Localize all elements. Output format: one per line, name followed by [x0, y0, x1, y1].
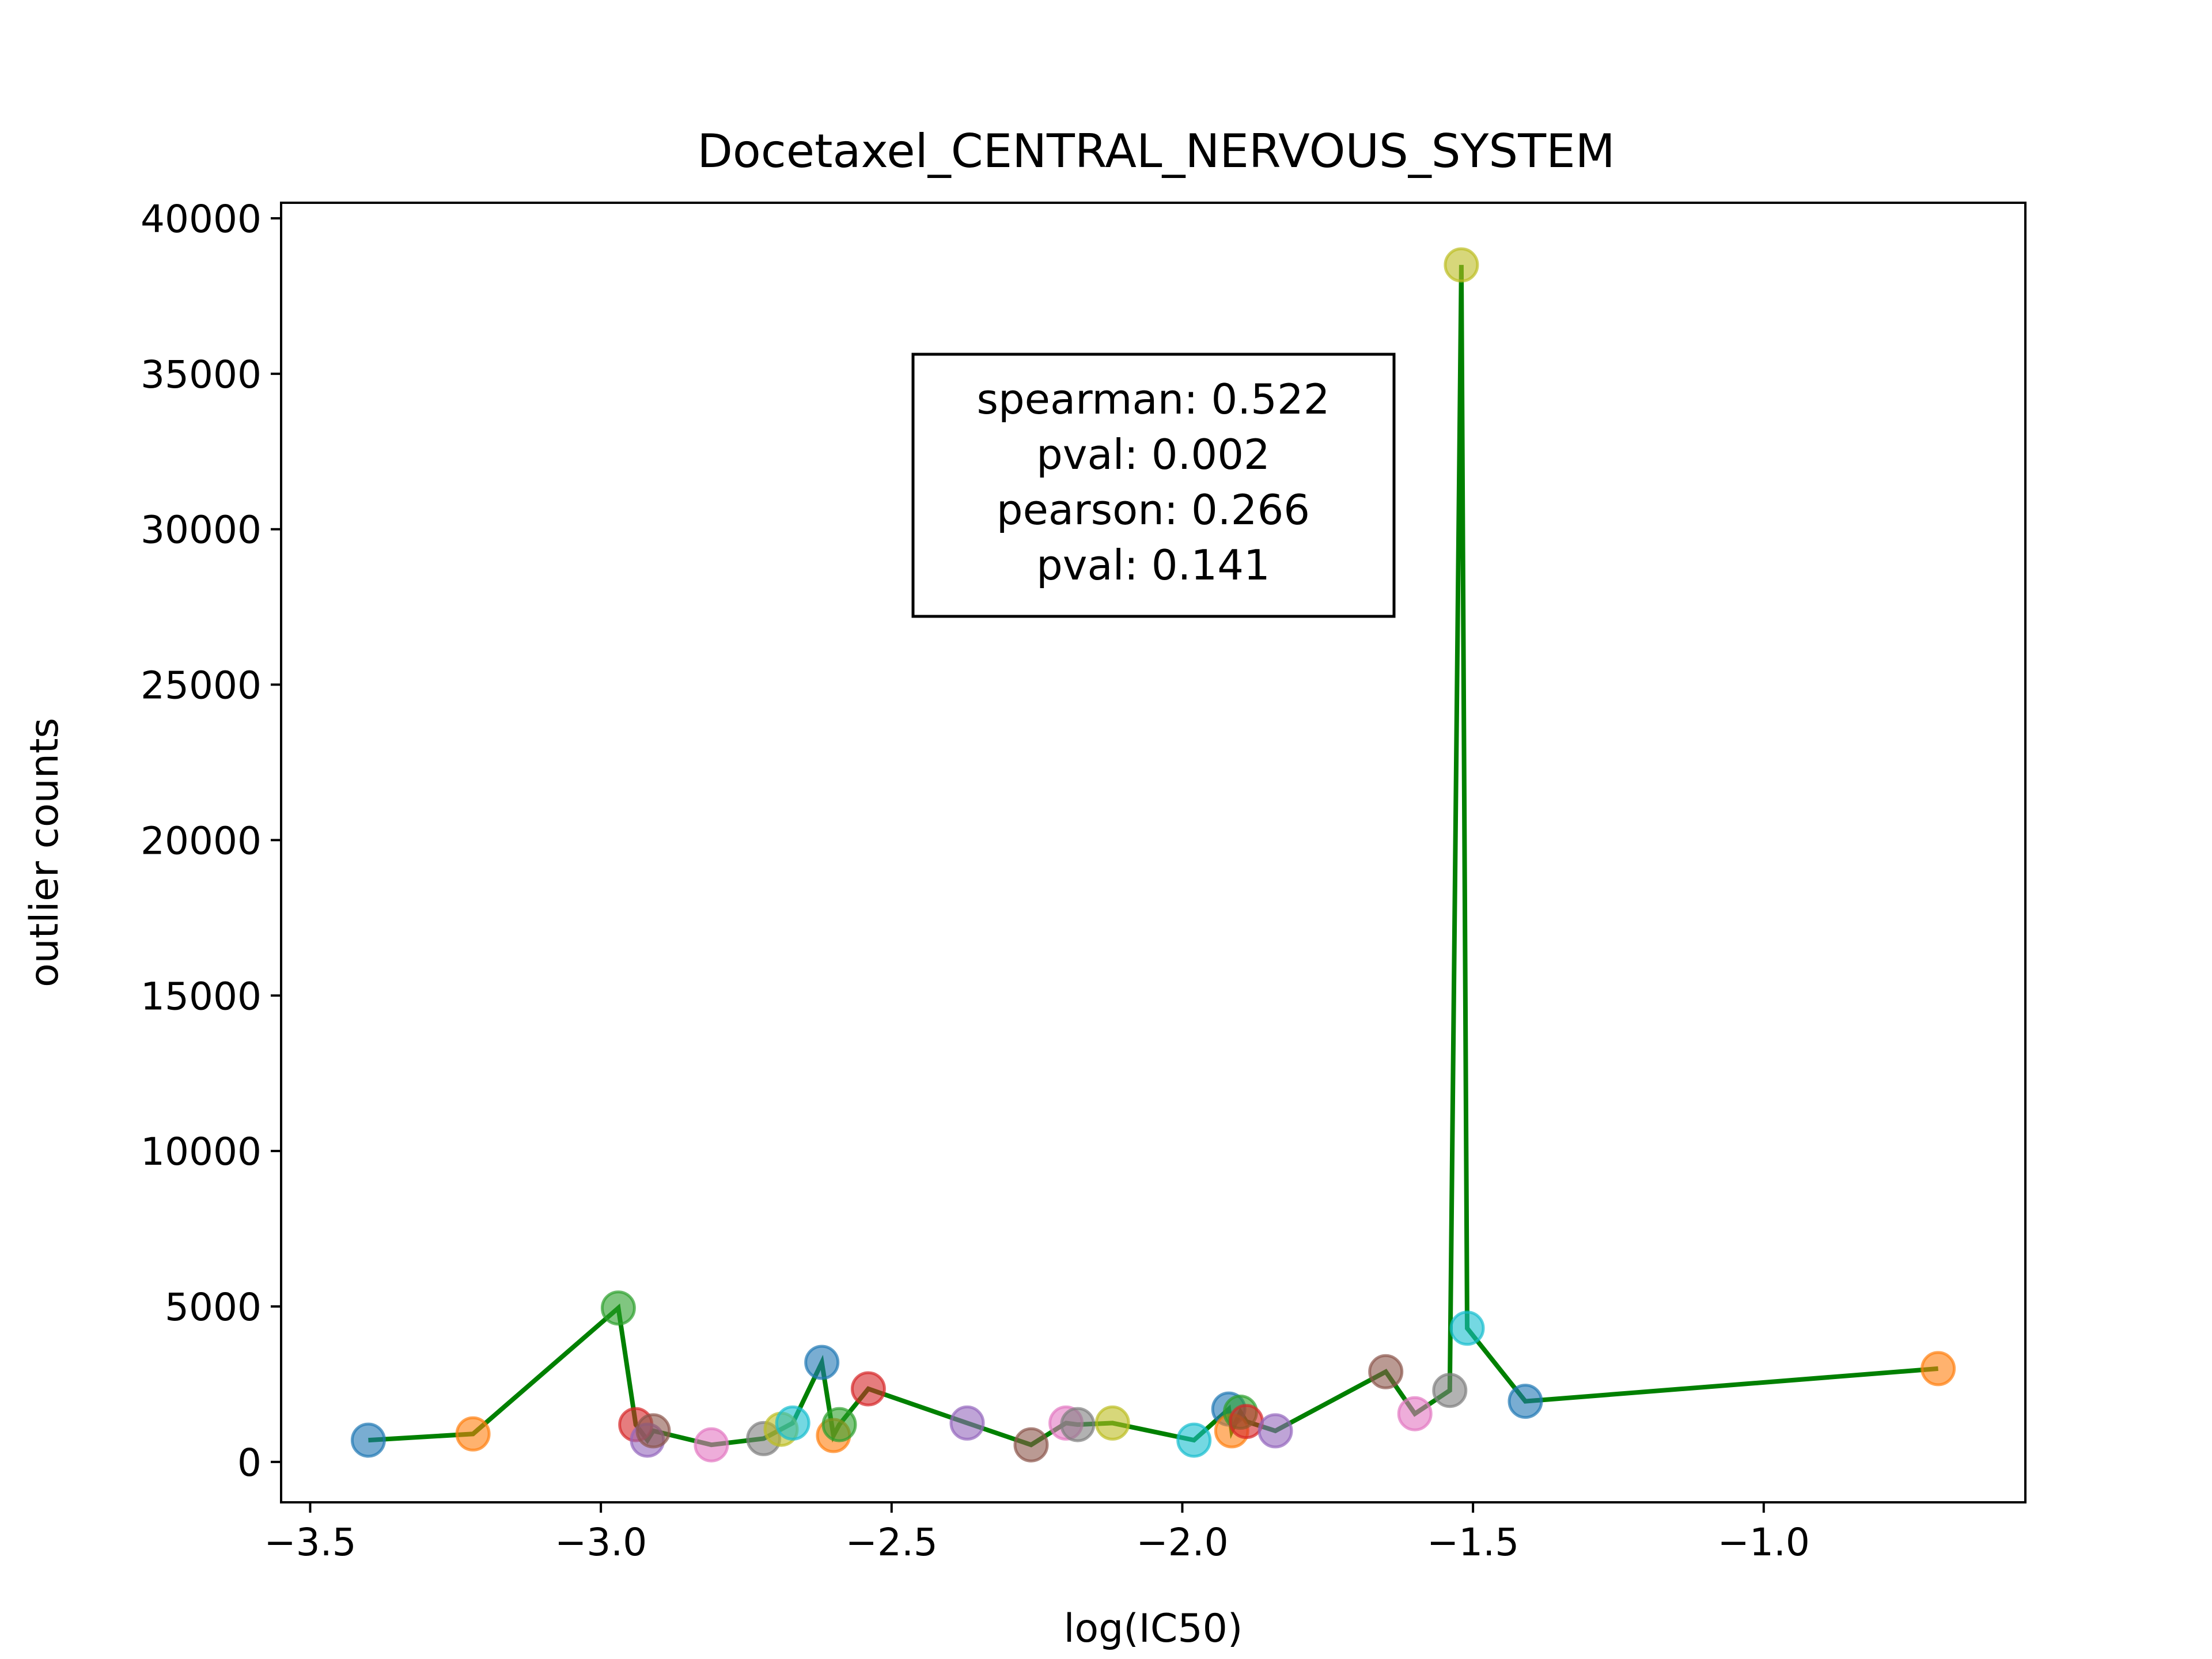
data-point-12	[821, 1407, 857, 1442]
y-tick-label: 35000	[141, 353, 262, 397]
data-point-10	[804, 1344, 840, 1380]
stats-box-frame	[911, 353, 1396, 618]
y-tick-label: 5000	[165, 1285, 262, 1330]
y-axis-label: outlier counts	[22, 718, 67, 987]
y-tick-label: 10000	[141, 1130, 262, 1174]
data-point-13	[850, 1371, 886, 1407]
stats-pearson: pearson: 0.266	[997, 486, 1310, 534]
stats-spearman-pval: pval: 0.002	[1036, 430, 1270, 479]
chart-title: Docetaxel_CENTRAL_NERVOUS_SYSTEM	[697, 124, 1615, 178]
plot-frame	[280, 202, 2027, 1503]
data-point-14	[949, 1405, 985, 1441]
x-tick-label: −1.0	[1718, 1520, 1810, 1565]
x-tick-label: −1.5	[1427, 1520, 1519, 1565]
data-point-24	[1257, 1413, 1293, 1449]
data-point-31	[1921, 1351, 1956, 1387]
y-tick-label: 25000	[141, 664, 262, 708]
x-tick-label: −3.0	[555, 1520, 647, 1565]
point-layer	[350, 247, 1956, 1463]
x-axis: −3.5 −3.0 −2.5 −2.0 −1.5 −1.0	[264, 1502, 1810, 1565]
y-tick-label: 30000	[141, 508, 262, 552]
data-point-17	[1060, 1407, 1096, 1442]
y-tick-label: 0	[237, 1441, 262, 1485]
data-point-28	[1444, 247, 1479, 283]
y-axis: 0 5000 10000 15000 20000 25000 30000 35000 40000	[141, 197, 281, 1485]
data-point-15	[1013, 1427, 1049, 1463]
data-point-5	[635, 1413, 671, 1449]
y-tick-label: 15000	[141, 974, 262, 1018]
stats-pearson-pval: pval: 0.141	[1036, 541, 1270, 589]
data-point-23	[1229, 1404, 1264, 1440]
data-point-25	[1368, 1354, 1404, 1389]
data-point-1	[455, 1416, 491, 1452]
data-point-2	[600, 1290, 636, 1326]
x-axis-label: log(IC50)	[1064, 1606, 1243, 1652]
x-tick-label: −2.0	[1136, 1520, 1228, 1565]
data-point-19	[1176, 1422, 1212, 1458]
y-tick-label: 20000	[141, 819, 262, 863]
data-point-30	[1508, 1384, 1543, 1419]
x-tick-label: −3.5	[264, 1520, 356, 1565]
x-tick-label: −2.5	[846, 1520, 938, 1565]
data-point-0	[350, 1422, 386, 1458]
data-point-26	[1397, 1396, 1433, 1431]
data-point-29	[1449, 1310, 1485, 1346]
stats-box: spearman: 0.522 pval: 0.002 pearson: 0.2…	[911, 353, 1396, 618]
data-point-9	[775, 1405, 810, 1441]
stats-spearman: spearman: 0.522	[976, 375, 1330, 423]
data-point-6	[694, 1427, 729, 1463]
data-point-27	[1432, 1373, 1468, 1408]
data-point-18	[1094, 1405, 1130, 1441]
y-tick-label: 40000	[141, 197, 262, 241]
